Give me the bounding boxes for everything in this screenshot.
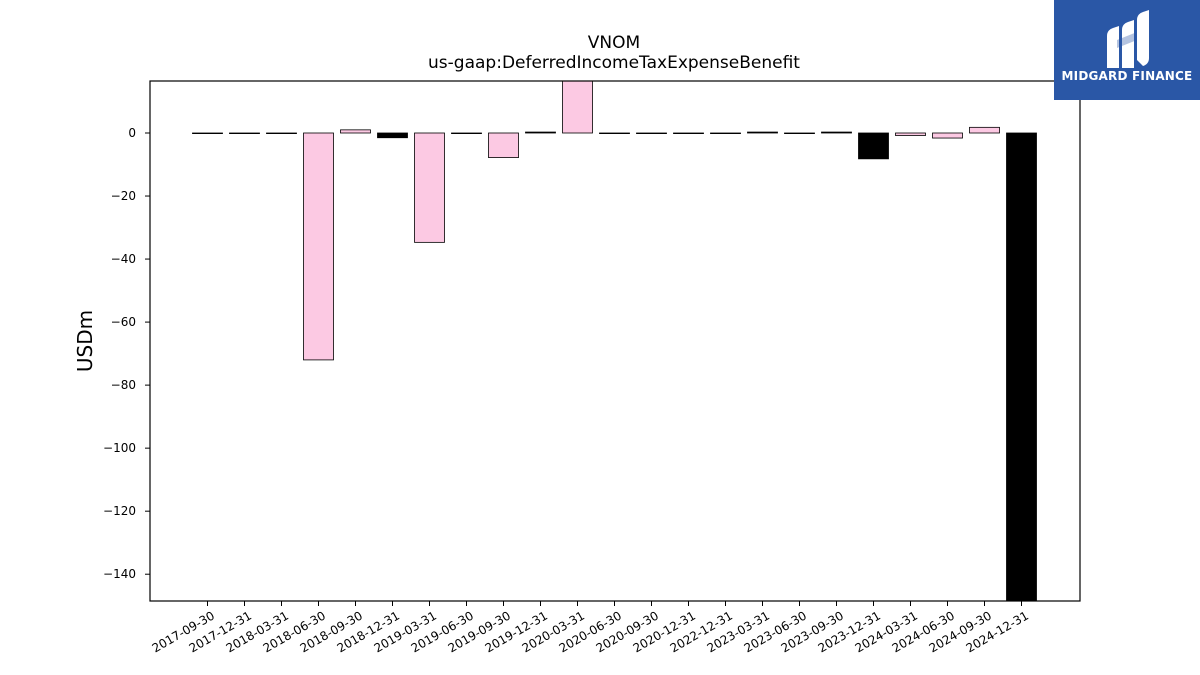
y-tick-label: −80 xyxy=(111,378,136,392)
bar-2024-03-31 xyxy=(895,132,926,136)
bar-2018-03-31 xyxy=(266,132,297,135)
midgard-m-icon xyxy=(1107,10,1149,68)
bar-2019-12-31 xyxy=(525,131,556,134)
x-axis-ticks: 2017-09-302017-12-312018-03-312018-06-30… xyxy=(150,601,1031,655)
bar-2019-03-31 xyxy=(414,132,445,243)
bar-2020-06-30 xyxy=(599,132,630,135)
bar-2019-09-30 xyxy=(488,132,519,158)
y-tick-label: −140 xyxy=(103,567,136,581)
bar-2024-12-31 xyxy=(1006,132,1037,602)
y-tick-label: 0 xyxy=(128,126,136,140)
y-tick-label: −20 xyxy=(111,189,136,203)
y-tick-label: −60 xyxy=(111,315,136,329)
bar-2023-09-30 xyxy=(821,131,852,134)
bar-2023-03-31 xyxy=(747,131,778,134)
bar-2020-09-30 xyxy=(636,132,667,135)
y-tick-label: −120 xyxy=(103,504,136,518)
bar-2020-12-31 xyxy=(673,132,704,135)
bar-series xyxy=(192,80,1037,602)
bar-2018-06-30 xyxy=(303,132,334,361)
bar-2019-06-30 xyxy=(451,132,482,135)
bar-2023-06-30 xyxy=(784,132,815,135)
y-axis-label: USDm xyxy=(73,310,97,372)
bar-2018-12-31 xyxy=(377,132,408,139)
midgard-finance-logo: MIDGARD FINANCE xyxy=(1054,0,1200,100)
bar-2022-12-31 xyxy=(710,132,741,135)
logo-text: MIDGARD FINANCE xyxy=(1061,69,1193,83)
bar-2023-12-31 xyxy=(858,132,889,160)
bar-2024-06-30 xyxy=(932,132,963,139)
chart-title: VNOM xyxy=(588,33,640,53)
chart-subtitle: us-gaap:DeferredIncomeTaxExpenseBenefit xyxy=(428,53,800,73)
bar-2018-09-30 xyxy=(340,129,371,134)
bar-2017-12-31 xyxy=(229,132,260,135)
bar-2020-03-31 xyxy=(562,80,593,134)
y-tick-label: −100 xyxy=(103,441,136,455)
plot-area-frame xyxy=(149,80,1081,602)
bar-2024-09-30 xyxy=(969,126,1000,134)
bar-2017-09-30 xyxy=(192,132,223,135)
y-tick-label: −40 xyxy=(111,252,136,266)
y-axis-ticks: 0 −20 −40 −60 −80 −100 −120 −140 xyxy=(103,126,150,581)
